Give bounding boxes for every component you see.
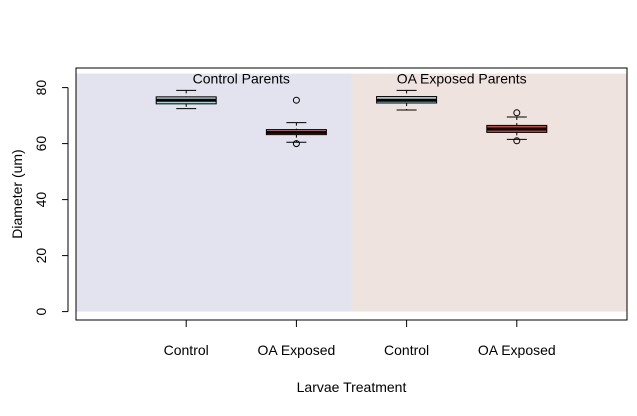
x-tick-label: OA Exposed [257, 342, 335, 358]
outlier-point [513, 137, 521, 145]
outlier-point [292, 140, 300, 148]
box-plots [155, 89, 548, 148]
y-tick-label: 60 [33, 136, 49, 152]
y-tick-label: 0 [33, 307, 49, 315]
box-3 [376, 89, 438, 111]
outlier-point [513, 109, 521, 117]
y-axis: 0 20 40 60 80 [33, 80, 69, 315]
box-1 [155, 89, 217, 110]
y-tick-label: 80 [33, 80, 49, 96]
group-background-1 [351, 73, 627, 312]
group-label-1: OA Exposed Parents [397, 71, 527, 87]
outlier-point [292, 96, 300, 104]
x-tick-label: Control [164, 342, 209, 358]
y-axis-title: Diameter (um) [9, 149, 25, 238]
box-2 [265, 96, 327, 148]
x-tick-label: Control [384, 342, 429, 358]
box-4 [486, 109, 548, 145]
x-tick-label: OA Exposed [478, 342, 556, 358]
y-tick-label: 20 [33, 248, 49, 264]
parent-group-backgrounds [76, 73, 627, 312]
parent-group-labels: Control Parents OA Exposed Parents [193, 71, 527, 87]
group-label-0: Control Parents [193, 71, 290, 87]
x-axis-title: Larvae Treatment [297, 379, 407, 395]
x-axis: Control OA Exposed Control OA Exposed [164, 320, 556, 358]
group-background-0 [76, 73, 352, 312]
y-tick-label: 40 [33, 192, 49, 208]
plot-frame [75, 67, 628, 321]
